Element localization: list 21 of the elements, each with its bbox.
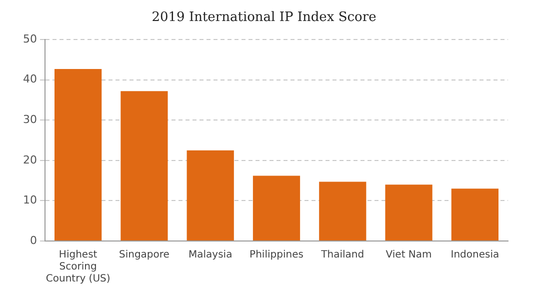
y-tick-label: 10	[22, 194, 37, 207]
bar	[120, 91, 168, 240]
x-tick-label: Malaysia	[188, 250, 232, 261]
bar	[385, 184, 432, 240]
x-tick-label: Highest Scoring Country (US)	[46, 250, 110, 285]
bar	[319, 182, 366, 240]
y-tick-label: 30	[22, 113, 37, 126]
bar	[54, 69, 102, 240]
x-tick-label: Singapore	[118, 250, 170, 261]
x-tick-label: Thailand	[320, 250, 364, 261]
y-tick-label: 0	[30, 234, 37, 247]
bar	[451, 188, 498, 240]
x-tick-label: Indonesia	[450, 250, 500, 261]
x-tick-label: Philippines	[250, 250, 304, 261]
y-tick-label: 40	[22, 72, 37, 86]
y-tick-label: 20	[22, 153, 37, 166]
y-tick-label: 50	[22, 32, 37, 46]
x-tick-label: Viet Nam	[386, 250, 432, 261]
bar	[252, 176, 300, 240]
bar	[186, 150, 234, 240]
chart-title: 2019 International IP Index Score	[152, 10, 377, 26]
